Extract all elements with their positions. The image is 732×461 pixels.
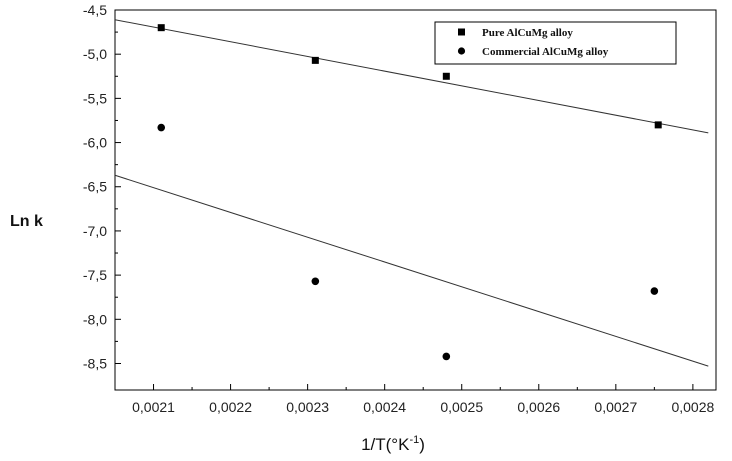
legend: Pure AlCuMg alloy Commercial AlCuMg allo…: [434, 21, 677, 65]
x-axis-title-tail: ): [419, 435, 425, 454]
y-tick-label: -4,5: [83, 2, 107, 18]
y-tick-label: -8,0: [83, 311, 107, 327]
x-axis-title-sup: -1: [409, 434, 419, 446]
y-tick-label: -7,0: [83, 223, 107, 239]
y-tick-label: -6,0: [83, 135, 107, 151]
x-tick-label: 0,0021: [132, 399, 175, 415]
y-tick-label: -5,5: [83, 90, 107, 106]
fit-line-pure: [114, 19, 709, 134]
point-pure: [311, 56, 319, 64]
point-pure: [654, 121, 662, 129]
x-tick-label: 0,0025: [440, 399, 483, 415]
legend-marker-circle: [457, 47, 466, 55]
y-axis-title: Ln k: [10, 213, 43, 230]
legend-entry-pure: Pure AlCuMg alloy: [482, 27, 573, 39]
data-points: [157, 24, 662, 361]
fit-line-commercial: [114, 174, 709, 367]
x-tick-label: 0,0028: [671, 399, 714, 415]
x-axis: 0,0021 0,0022 0,0023 0,0024 0,0025 0,0026 0,00…: [132, 384, 715, 415]
legend-marker-square: [458, 28, 465, 36]
x-axis-title: 1/T(°K-1): [361, 434, 425, 454]
fit-lines: [114, 19, 709, 367]
y-tick-label: -5,0: [83, 46, 107, 62]
legend-entry-commercial: Commercial AlCuMg alloy: [482, 46, 609, 58]
y-tick-label: -6,5: [83, 179, 107, 195]
x-axis-title-main: 1/T(°K: [361, 435, 410, 454]
y-tick-label: -7,5: [83, 267, 107, 283]
x-tick-label: 0,0023: [286, 399, 329, 415]
x-tick-label: 0,0026: [517, 399, 560, 415]
y-tick-label: -8,5: [83, 355, 107, 371]
legend-box: [434, 21, 677, 65]
point-commercial: [157, 123, 166, 132]
point-commercial: [650, 287, 659, 295]
x-tick-label: 0,0024: [363, 399, 406, 415]
x-tick-label: 0,0027: [594, 399, 637, 415]
point-commercial: [442, 352, 451, 361]
point-pure: [442, 72, 450, 80]
point-pure: [157, 24, 165, 32]
point-commercial: [311, 277, 320, 286]
y-axis: -4,5 -5,0 -5,5 -6,0 -6,5 -7,0 -7,5 -8,0 -8,5: [83, 2, 121, 371]
plot-area: [114, 9, 717, 391]
x-tick-label: 0,0022: [209, 399, 252, 415]
